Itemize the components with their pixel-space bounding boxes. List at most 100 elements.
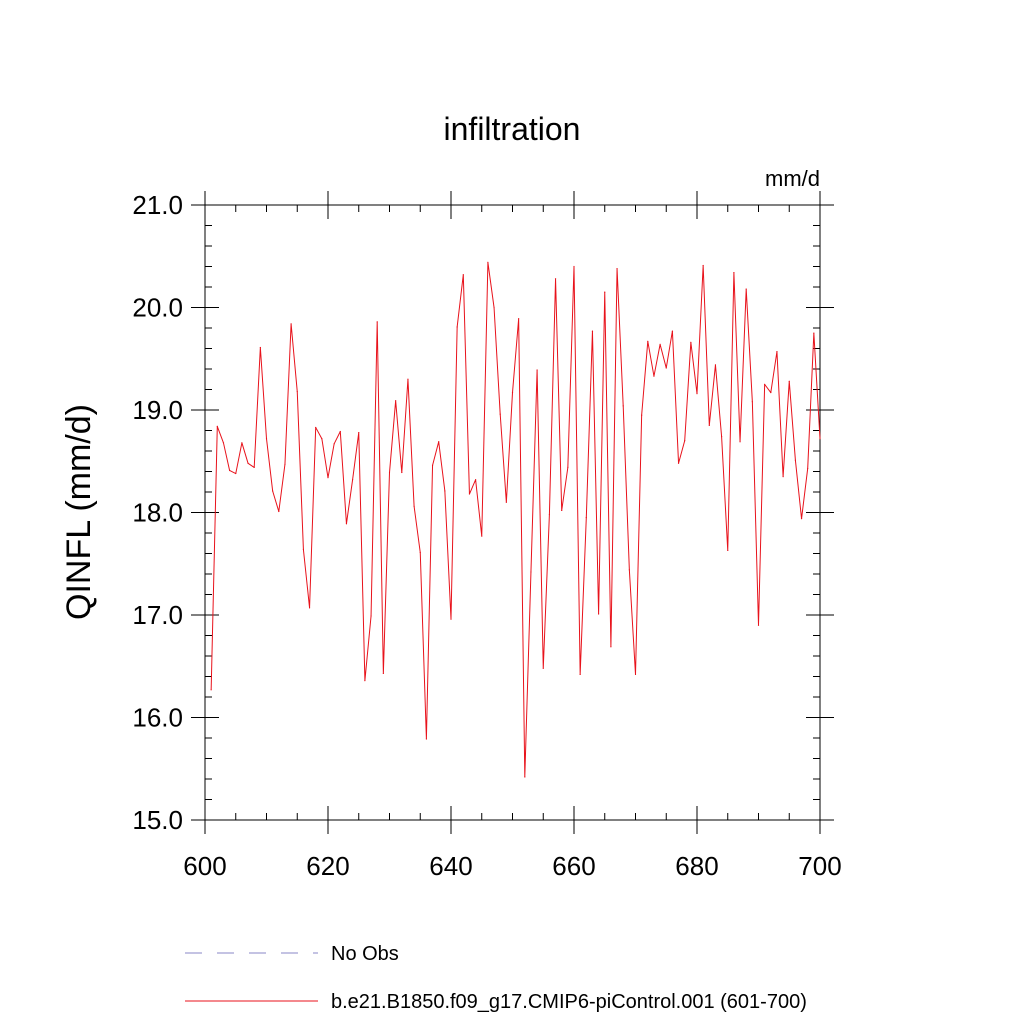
data-point xyxy=(819,438,821,440)
x-tick-label: 600 xyxy=(183,851,226,881)
data-point xyxy=(770,391,772,394)
data-point xyxy=(714,364,717,366)
data-point xyxy=(733,272,735,274)
data-point xyxy=(764,383,766,385)
data-point xyxy=(647,340,649,342)
data-point xyxy=(370,615,372,617)
data-point xyxy=(659,343,661,345)
data-point xyxy=(536,369,538,371)
data-point xyxy=(622,405,624,407)
data-point xyxy=(524,776,526,778)
data-point xyxy=(265,438,268,440)
y-axis-ticks: 15.0 16.0 17.0 18.0 19.0 20.0 21.0 xyxy=(132,190,834,835)
data-point xyxy=(364,680,366,682)
data-point xyxy=(315,426,317,429)
data-point xyxy=(573,265,575,268)
data-point xyxy=(776,350,778,353)
data-point xyxy=(567,466,569,468)
data-point xyxy=(327,477,329,479)
data-point xyxy=(431,464,434,466)
data-point xyxy=(253,466,255,468)
data-point xyxy=(235,472,237,475)
data-point xyxy=(272,490,274,492)
data-point xyxy=(413,505,415,507)
data-point xyxy=(690,341,692,343)
data-point xyxy=(358,431,360,434)
data-point xyxy=(302,548,304,551)
data-point xyxy=(505,501,507,503)
x-tick-label: 680 xyxy=(675,851,718,881)
data-point xyxy=(401,471,403,474)
data-point xyxy=(800,518,803,520)
data-point xyxy=(382,672,384,675)
plot-border xyxy=(204,204,821,821)
data-point xyxy=(665,367,667,369)
y-axis-label: QINFL (mm/d) xyxy=(60,404,98,620)
data-point xyxy=(216,425,218,427)
data-point xyxy=(813,332,815,334)
data-point xyxy=(671,330,674,332)
x-axis-ticks: 600 620 640 660 680 700 xyxy=(183,191,842,881)
data-point xyxy=(345,523,348,525)
data-point xyxy=(493,306,495,309)
data-point xyxy=(241,442,243,444)
y-tick-label: 20.0 xyxy=(132,293,183,323)
data-point xyxy=(229,469,231,472)
data-point xyxy=(653,375,655,377)
data-point xyxy=(579,673,581,676)
data-point xyxy=(210,689,212,691)
data-point xyxy=(757,624,760,626)
y-tick-label: 19.0 xyxy=(132,395,183,425)
data-point xyxy=(481,535,483,537)
data-point xyxy=(794,459,797,461)
data-point xyxy=(751,401,753,403)
data-point xyxy=(634,673,637,676)
data-point xyxy=(259,346,261,349)
data-point xyxy=(487,261,489,263)
data-point xyxy=(376,321,378,323)
y-tick-label: 21.0 xyxy=(132,190,183,220)
y-tick-label: 17.0 xyxy=(132,600,183,630)
data-point xyxy=(708,424,710,426)
data-point xyxy=(444,490,446,492)
data-point xyxy=(727,549,729,552)
data-point xyxy=(308,607,311,609)
data-point xyxy=(530,571,532,573)
data-point xyxy=(598,613,600,615)
data-point xyxy=(641,414,643,416)
x-tick-label: 700 xyxy=(798,851,841,881)
data-point xyxy=(456,326,458,328)
data-point xyxy=(807,467,809,470)
data-point xyxy=(518,318,520,320)
legend-label-no-obs: No Obs xyxy=(331,943,399,965)
units-label: mm/d xyxy=(765,166,820,191)
data-point xyxy=(296,390,298,393)
data-point xyxy=(290,323,292,325)
data-point xyxy=(450,618,452,620)
data-point xyxy=(782,476,784,478)
data-point xyxy=(561,509,563,512)
data-point xyxy=(610,646,612,648)
data-point xyxy=(247,462,249,464)
data-point xyxy=(278,510,280,513)
data-point xyxy=(321,438,323,440)
legend: No Obs b.e21.B1850.f09_g17.CMIP6-piContr… xyxy=(185,943,807,1013)
data-point xyxy=(462,274,464,276)
data-point xyxy=(419,551,421,554)
data-point xyxy=(395,400,397,402)
y-tick-label: 16.0 xyxy=(132,703,183,733)
data-point xyxy=(333,443,335,445)
data-point xyxy=(739,441,741,443)
series-line-model-run xyxy=(210,261,821,778)
plot-frame xyxy=(204,204,821,821)
data-point xyxy=(684,440,686,442)
data-point xyxy=(475,479,477,481)
data-point xyxy=(284,463,286,465)
data-point xyxy=(425,738,427,740)
data-point xyxy=(499,413,501,415)
data-point xyxy=(438,441,440,443)
y-tick-label: 15.0 xyxy=(132,805,183,835)
data-point xyxy=(388,471,391,474)
